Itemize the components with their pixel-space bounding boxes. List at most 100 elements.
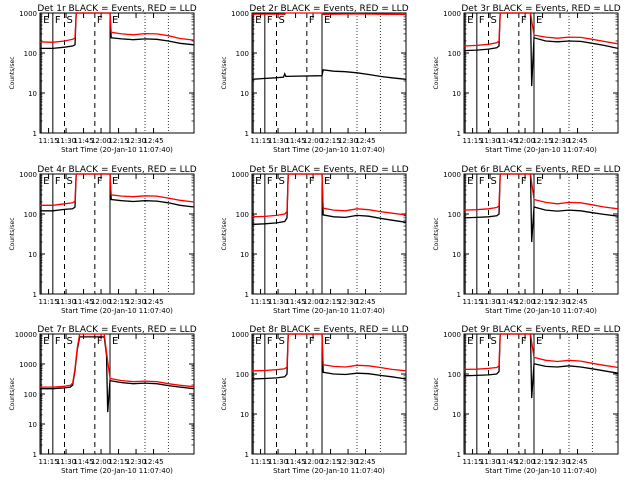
y-tick-label: 1 bbox=[245, 451, 249, 459]
flag-label: F bbox=[521, 336, 527, 347]
y-tick-label: 10 bbox=[240, 251, 249, 259]
chart-panel-5: Det 5r BLACK = Events, RED = LLD 1 10 100 10… bbox=[221, 165, 409, 315]
x-axis-label: Start Time (20-Jan-10 11:07:40) bbox=[273, 307, 385, 315]
flag-label: F bbox=[267, 15, 273, 26]
chart-title: Det 3r BLACK = Events, RED = LLD bbox=[461, 4, 620, 14]
x-tick-label: 11:15 bbox=[462, 298, 482, 306]
x-tick-label: 12:30 bbox=[550, 458, 570, 466]
plot-frame bbox=[39, 173, 195, 295]
chart-title: Det 2r BLACK = Events, RED = LLD bbox=[249, 4, 408, 14]
chart-title: Det 9r BLACK = Events, RED = LLD bbox=[461, 325, 620, 335]
flag-label: E bbox=[324, 336, 330, 347]
x-tick-label: 12:15 bbox=[108, 137, 128, 145]
y-tick-label: 1000 bbox=[231, 171, 249, 179]
y-axis-label: Counts/sec bbox=[433, 56, 440, 89]
chart-title: Det 6r BLACK = Events, RED = LLD bbox=[461, 165, 620, 175]
flag-label: S bbox=[67, 176, 73, 187]
x-tick-label: 11:30 bbox=[480, 458, 500, 466]
x-tick-label: 11:15 bbox=[250, 298, 270, 306]
series-events-line bbox=[40, 12, 195, 50]
chart-panel-4: Det 4r BLACK = Events, RED = LLD 1 10 100 10… bbox=[9, 165, 197, 315]
x-tick-label: 11:45 bbox=[285, 137, 305, 145]
x-tick-label: 11:45 bbox=[497, 458, 517, 466]
y-tick-label: 100 bbox=[236, 211, 249, 219]
y-tick-label: 1 bbox=[245, 130, 249, 138]
plot-frame bbox=[251, 12, 407, 134]
y-axis-label: Counts/sec bbox=[9, 217, 16, 250]
chart-panel-6: Det 6r BLACK = Events, RED = LLD 1 10 100 10… bbox=[433, 165, 621, 315]
flag-label: F bbox=[55, 176, 61, 187]
series-events-line bbox=[463, 12, 619, 87]
flag-label: F bbox=[55, 336, 61, 347]
series-events-line bbox=[40, 173, 195, 212]
flag-label: F bbox=[97, 176, 103, 187]
y-tick-label: 1000 bbox=[443, 331, 461, 339]
x-tick-label: 11:45 bbox=[73, 458, 93, 466]
series-events-line bbox=[251, 173, 407, 226]
x-tick-label: 11:45 bbox=[285, 458, 305, 466]
flag-label: E bbox=[324, 15, 330, 26]
x-tick-label: 12:00 bbox=[91, 458, 111, 466]
x-tick-label: 12:15 bbox=[532, 137, 552, 145]
x-tick-label: 11:30 bbox=[480, 137, 500, 145]
flag-label: F bbox=[97, 15, 103, 26]
chart-panel-2: Det 2r BLACK = Events, RED = LLD 1 10 100 10… bbox=[221, 4, 409, 154]
x-axis-label: Start Time (20-Jan-10 11:07:40) bbox=[273, 467, 385, 475]
x-tick-label: 12:45 bbox=[355, 458, 375, 466]
x-tick-label: 12:45 bbox=[355, 298, 375, 306]
y-tick-label: 100 bbox=[448, 211, 461, 219]
plot-frame bbox=[251, 333, 407, 455]
flag-label: E bbox=[255, 336, 261, 347]
flag-label: F bbox=[521, 176, 527, 187]
flag-label: E bbox=[112, 336, 118, 347]
series-lld-line bbox=[463, 333, 619, 371]
x-tick-label: 12:00 bbox=[515, 137, 535, 145]
x-tick-label: 11:45 bbox=[73, 137, 93, 145]
x-tick-label: 12:45 bbox=[143, 458, 163, 466]
y-tick-label: 100 bbox=[24, 211, 37, 219]
series-lld-line bbox=[251, 173, 407, 218]
series-lld-line bbox=[252, 12, 407, 16]
x-tick-label: 11:30 bbox=[56, 298, 76, 306]
plot-frame bbox=[463, 12, 619, 134]
chart-panel-7: Det 7r BLACK = Events, RED = LLD 1 10 100 10… bbox=[9, 325, 197, 475]
chart-panel-1: Det 1r BLACK = Events, RED = LLD 1 10 100 10… bbox=[9, 4, 197, 154]
x-tick-label: 12:00 bbox=[515, 298, 535, 306]
flag-label: F bbox=[267, 176, 273, 187]
series-events-line bbox=[40, 336, 195, 413]
x-tick-label: 11:30 bbox=[56, 458, 76, 466]
flag-label: F bbox=[479, 15, 485, 26]
y-tick-label: 10 bbox=[28, 90, 37, 98]
flag-label: E bbox=[255, 176, 261, 187]
x-tick-label: 11:15 bbox=[250, 137, 270, 145]
y-tick-label: 1000 bbox=[443, 10, 461, 18]
x-tick-label: 12:00 bbox=[91, 137, 111, 145]
flag-label: F bbox=[309, 336, 315, 347]
x-tick-label: 11:15 bbox=[38, 137, 58, 145]
y-axis-label: Counts/sec bbox=[9, 377, 16, 410]
chart-title: Det 1r BLACK = Events, RED = LLD bbox=[37, 4, 196, 14]
y-tick-label: 10 bbox=[28, 421, 37, 429]
flag-label: E bbox=[536, 176, 542, 187]
y-tick-label: 10 bbox=[240, 411, 249, 419]
y-tick-label: 1 bbox=[457, 130, 461, 138]
y-axis-label: Counts/sec bbox=[9, 56, 16, 89]
plot-frame bbox=[463, 333, 619, 455]
y-tick-label: 100 bbox=[236, 371, 249, 379]
chart-title: Det 8r BLACK = Events, RED = LLD bbox=[249, 325, 408, 335]
y-tick-label: 1 bbox=[33, 291, 37, 299]
x-tick-label: 12:45 bbox=[143, 137, 163, 145]
x-tick-label: 12:45 bbox=[567, 458, 587, 466]
x-tick-label: 12:30 bbox=[126, 298, 146, 306]
series-events-line bbox=[463, 173, 619, 243]
flag-label: E bbox=[467, 336, 473, 347]
flag-label: E bbox=[43, 15, 49, 26]
x-tick-label: 11:15 bbox=[38, 298, 58, 306]
plot-frame bbox=[39, 12, 195, 134]
y-tick-label: 1000 bbox=[19, 171, 37, 179]
x-tick-label: 12:45 bbox=[355, 137, 375, 145]
y-tick-label: 1 bbox=[457, 451, 461, 459]
x-tick-label: 12:30 bbox=[338, 298, 358, 306]
